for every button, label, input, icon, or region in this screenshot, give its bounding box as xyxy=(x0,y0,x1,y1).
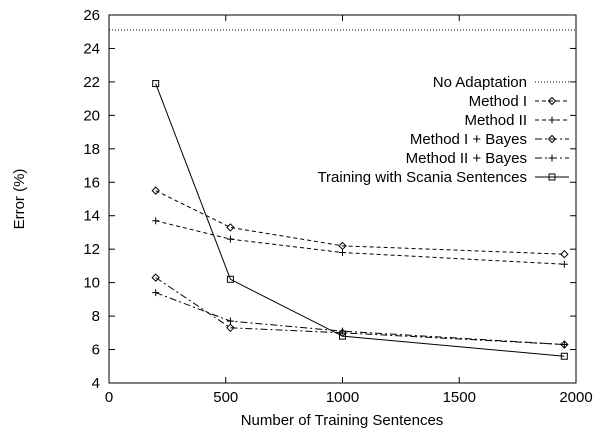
series-group xyxy=(152,80,568,360)
data-point-diamond xyxy=(547,134,557,144)
y-tick-label: 20 xyxy=(83,107,100,124)
data-point-plus xyxy=(548,154,556,162)
series-layer xyxy=(109,29,576,360)
series-group xyxy=(152,289,568,349)
series-line xyxy=(155,220,565,265)
data-point-diamond xyxy=(226,223,235,232)
data-point-plus xyxy=(560,260,568,268)
y-axis-label: Error (%) xyxy=(11,169,28,230)
data-point-plus xyxy=(152,217,160,225)
data-point-diamond xyxy=(151,186,160,195)
y-tick-label: 22 xyxy=(83,74,100,91)
data-point-plus xyxy=(226,235,234,243)
x-tick-label: 0 xyxy=(105,389,113,406)
data-point-diamond xyxy=(226,323,235,333)
y-tick-label: 24 xyxy=(83,40,100,57)
y-tick-label: 26 xyxy=(83,7,100,24)
legend-label: Method II xyxy=(464,112,527,129)
series-group xyxy=(151,273,569,349)
y-tick-label: 8 xyxy=(92,308,100,325)
legend-label: Method I xyxy=(469,93,527,110)
data-point-plus xyxy=(152,289,160,297)
data-point-square xyxy=(226,275,234,283)
data-point-plus xyxy=(560,341,568,349)
x-tick-label: 1500 xyxy=(443,389,476,406)
series-group xyxy=(151,186,569,259)
y-tick-label: 6 xyxy=(92,342,100,359)
legend-label: No Adaptation xyxy=(433,74,527,91)
series-line xyxy=(155,83,565,357)
x-tick-label: 2000 xyxy=(559,389,592,406)
y-tick-label: 4 xyxy=(92,375,100,392)
x-tick-label: 500 xyxy=(213,389,238,406)
data-point-plus xyxy=(339,249,346,257)
series-line xyxy=(155,190,565,255)
x-tick-label: 1000 xyxy=(326,389,359,406)
x-axis-label: Number of Training Sentences xyxy=(241,412,444,428)
series-group xyxy=(152,217,568,268)
y-tick-label: 14 xyxy=(83,208,100,225)
legend-label: Training with Scania Sentences xyxy=(317,169,527,186)
y-tick-label: 12 xyxy=(83,241,100,258)
legend: No Adaptation Method I Method II Method I +… xyxy=(317,74,569,186)
data-point-diamond xyxy=(151,273,160,282)
data-point-plus xyxy=(548,116,556,124)
data-point-square xyxy=(152,80,160,88)
data-point-diamond xyxy=(560,249,569,259)
legend-label: Method I + Bayes xyxy=(410,131,527,148)
series-line xyxy=(155,292,565,346)
y-tick-label: 18 xyxy=(83,141,100,158)
y-tick-label: 10 xyxy=(83,275,100,292)
y-tick-label: 16 xyxy=(83,174,100,191)
data-point-square xyxy=(339,332,346,340)
data-point-diamond xyxy=(547,96,557,106)
data-point-square xyxy=(548,173,556,181)
data-point-plus xyxy=(226,317,234,325)
axis-ticks: 0 500 1000 1500 2000 4 6 8 10 12 14 16 18 20 22 24 26 xyxy=(83,7,592,406)
series-line xyxy=(155,277,565,346)
data-point-square xyxy=(560,352,568,360)
legend-label: Method II + Bayes xyxy=(406,150,527,167)
